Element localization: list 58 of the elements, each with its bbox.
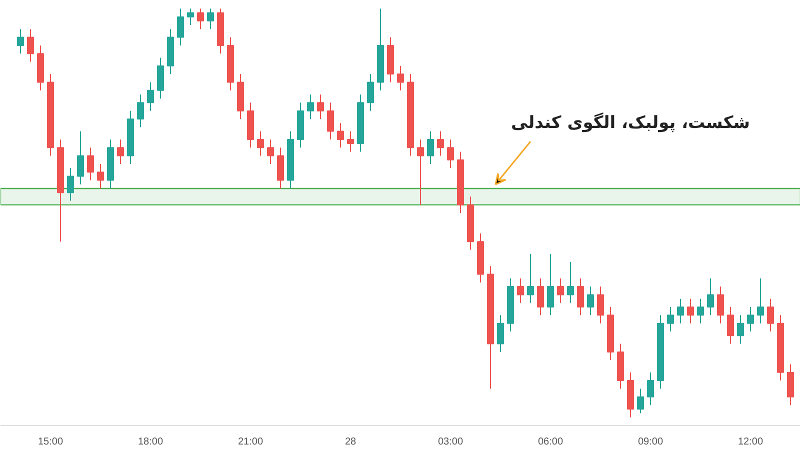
candlestick [527, 253, 534, 304]
candlestick [27, 28, 34, 62]
x-tick-label: 03:00 [438, 436, 464, 448]
candlestick [587, 286, 594, 316]
candlestick [767, 298, 774, 332]
candlestick [17, 28, 24, 54]
candlestick [437, 130, 444, 156]
candlestick [67, 168, 74, 202]
x-tick-label: 18:00 [138, 436, 164, 448]
candlestick [317, 94, 324, 120]
x-tick-label: 12:00 [738, 436, 764, 448]
candlestick [577, 278, 584, 316]
candlestick [737, 314, 744, 344]
candlestick [97, 163, 104, 189]
candlestick [327, 102, 334, 140]
candlestick [267, 138, 274, 164]
candlestick [717, 286, 724, 324]
candlestick [697, 298, 704, 324]
candlestick [687, 298, 694, 324]
candlestick [547, 253, 554, 316]
annotation: شکست، پولبک، الگوی کندلی [511, 112, 750, 134]
x-tick-label: 15:00 [38, 436, 64, 448]
candlestick [207, 8, 214, 30]
candlestick [367, 74, 374, 112]
candlestick [427, 130, 434, 164]
x-tick-label: 09:00 [638, 436, 664, 448]
candlestick [647, 372, 654, 406]
candlestick [727, 306, 734, 344]
candlestick [257, 130, 264, 156]
candlestick [447, 138, 454, 169]
candlestick [187, 8, 194, 26]
candlestick [707, 278, 714, 316]
x-tick-label: 21:00 [238, 436, 264, 448]
candlestick [757, 278, 764, 324]
candlestick [567, 262, 574, 304]
candlestick [147, 82, 154, 112]
candlestick [337, 122, 344, 148]
candlestick [517, 278, 524, 304]
candlestick [637, 388, 644, 414]
candlestick [347, 130, 354, 152]
candlestick [417, 138, 424, 206]
candlestick [397, 65, 404, 91]
candlestick [557, 278, 564, 304]
candlestick [667, 306, 674, 332]
candlestick [87, 147, 94, 181]
candlestick [747, 306, 754, 332]
candlestick [197, 8, 204, 30]
x-tick-label: 28 [344, 436, 356, 448]
candlestick [497, 314, 504, 352]
candlestick [117, 138, 124, 164]
candlestick [597, 286, 604, 324]
candlestick [77, 130, 84, 185]
candlestick [537, 278, 544, 316]
candlestick [307, 94, 314, 120]
candlestick [677, 298, 684, 324]
candlestick [177, 8, 184, 46]
x-tick-label: 06:00 [538, 436, 564, 448]
candlestick [137, 94, 144, 128]
